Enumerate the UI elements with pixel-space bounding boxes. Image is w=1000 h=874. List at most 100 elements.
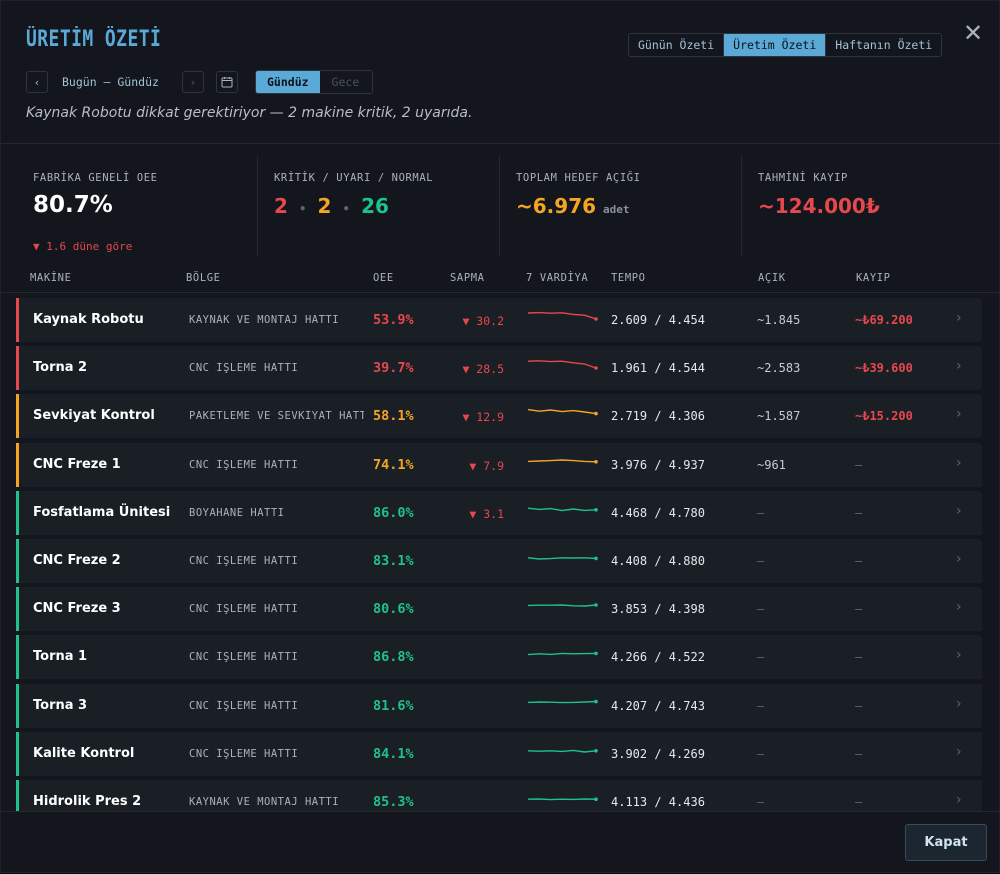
col-loss: KAYIP	[856, 272, 891, 284]
attention-summary: Kaynak Robotu dikkat gerektiriyor — 2 ma…	[26, 105, 473, 121]
trend-sparkline	[527, 556, 598, 561]
table-row[interactable]: Torna 2 CNC İŞLEME HATTI 39.7% ▼ 28.5 1.961 …	[16, 346, 982, 391]
table-row[interactable]: Fosfatlama Ünitesi BOYAHANE HATTI 86.0% ▼ 3…	[16, 490, 982, 535]
trend-line	[527, 409, 597, 415]
trend-last-point	[594, 366, 598, 370]
trend-line	[527, 360, 597, 369]
close-icon[interactable]: ✕	[962, 19, 984, 47]
date-label: Bugün — Gündüz	[62, 75, 159, 89]
machine-name: CNC Freze 2	[33, 553, 121, 568]
trend-line	[527, 604, 597, 607]
machine-list: Kaynak Robotu KAYNAK VE MONTAJ HATTI 53.9%…	[1, 293, 1000, 811]
chevron-right-icon[interactable]: ›	[956, 551, 962, 567]
machine-deviation: ▼ 3.1	[469, 506, 504, 521]
table-row[interactable]: Torna 1 CNC İŞLEME HATTI 86.8% 4.266 / 4.52…	[16, 635, 982, 680]
chevron-right-icon[interactable]: ›	[956, 743, 962, 760]
shift-day-button[interactable]: Gündüz	[256, 71, 320, 93]
chevron-right-icon[interactable]: ›	[956, 454, 962, 471]
machine-open: —	[757, 746, 765, 761]
kpi-gap-values: ~6.976 adet	[516, 194, 630, 218]
machine-name: Torna 3	[33, 697, 88, 713]
dot-separator: •	[342, 202, 351, 216]
close-button[interactable]: Kapat	[905, 824, 987, 861]
trend-sparkline	[527, 797, 598, 801]
machine-tempo: 1.961 / 4.544	[611, 361, 705, 376]
machine-region: BOYAHANE HATTI	[189, 506, 285, 519]
chevron-right-icon[interactable]: ›	[956, 358, 962, 375]
shift-night-button[interactable]: Gece	[331, 75, 360, 89]
tab-weekly-summary[interactable]: Haftanın Özeti	[835, 38, 933, 52]
trend-last-point	[594, 651, 598, 656]
machine-open: —	[757, 602, 765, 617]
calendar-icon[interactable]	[216, 71, 238, 93]
trend-sparkline	[527, 409, 598, 416]
table-row[interactable]: CNC Freze 2 CNC İŞLEME HATTI 83.1% 4.408 / …	[16, 539, 982, 583]
machine-open: ~2.583	[757, 361, 801, 376]
machine-open: —	[757, 795, 765, 809]
machine-region: CNC İŞLEME HATTI	[189, 603, 299, 616]
machine-name: Sevkiyat Kontrol	[33, 408, 155, 424]
status-indicator	[16, 635, 19, 680]
machine-region: CNC İŞLEME HATTI	[189, 362, 299, 375]
machine-loss: —	[855, 746, 863, 761]
table-row[interactable]: Kalite Kontrol CNC İŞLEME HATTI 84.1% 3.902…	[16, 731, 982, 776]
machine-tempo: 2.719 / 4.306	[611, 409, 705, 424]
chevron-right-icon[interactable]: ›	[956, 792, 962, 808]
warning-count: 2	[317, 194, 332, 218]
machine-deviation: ▼ 12.9	[462, 410, 504, 425]
chevron-right-icon[interactable]: ›	[182, 71, 204, 93]
machine-name: Kalite Kontrol	[33, 745, 135, 761]
machine-open: ~961	[757, 457, 786, 472]
chevron-right-icon[interactable]: ›	[956, 310, 962, 326]
machine-open: ~1.845	[757, 313, 801, 327]
trend-line	[527, 507, 597, 512]
chevron-right-icon[interactable]: ›	[956, 406, 962, 423]
machine-deviation: ▼ 7.9	[469, 458, 504, 473]
chevron-left-icon[interactable]: ‹	[26, 71, 48, 93]
machine-loss: ~₺15.200	[855, 409, 913, 424]
chevron-right-icon[interactable]: ›	[956, 647, 962, 664]
kpi-loss-label: TAHMİNİ KAYIP	[758, 172, 848, 184]
table-row[interactable]: Hidrolik Pres 2 KAYNAK VE MONTAJ HATTI 85.…	[16, 780, 982, 811]
modal-footer: Kapat	[1, 811, 1000, 874]
status-indicator	[16, 298, 19, 342]
divider	[499, 156, 500, 256]
machine-loss: —	[855, 554, 863, 568]
machine-region: CNC İŞLEME HATTI	[189, 747, 299, 760]
machine-oee: 86.8%	[373, 649, 414, 666]
status-indicator	[16, 539, 19, 583]
trend-last-point	[594, 507, 598, 512]
kpi-gap-label: TOPLAM HEDEF AÇIĞI	[516, 172, 641, 184]
divider	[741, 156, 742, 256]
table-row[interactable]: CNC Freze 1 CNC İŞLEME HATTI 74.1% ▼ 7.9 3.9…	[16, 442, 982, 487]
chevron-right-icon[interactable]: ›	[956, 599, 962, 616]
chevron-right-icon[interactable]: ›	[956, 695, 962, 712]
chevron-right-icon[interactable]: ›	[956, 502, 962, 519]
status-indicator	[16, 683, 19, 728]
machine-loss: ~₺39.600	[855, 361, 913, 376]
col-open: AÇIK	[758, 272, 786, 284]
trend-last-point	[594, 797, 598, 801]
trend-sparkline	[527, 458, 598, 464]
table-row[interactable]: Sevkiyat Kontrol PAKETLEME VE SEVKİYAT HA…	[16, 394, 982, 439]
table-row[interactable]: CNC Freze 3 CNC İŞLEME HATTI 80.6% 3.853 / …	[16, 587, 982, 632]
machine-region: CNC İŞLEME HATTI	[189, 651, 299, 664]
critical-count: 2	[274, 194, 288, 218]
machine-loss: ~₺69.200	[855, 313, 913, 327]
kpi-loss-value: ~124.000₺	[758, 194, 880, 218]
trend-sparkline	[527, 360, 598, 370]
machine-open: —	[757, 650, 765, 665]
col-deviation: SAPMA	[450, 272, 485, 284]
machine-region: CNC İŞLEME HATTI	[189, 555, 299, 567]
machine-tempo: 2.609 / 4.454	[611, 313, 705, 327]
status-indicator	[16, 731, 19, 776]
table-row[interactable]: Kaynak Robotu KAYNAK VE MONTAJ HATTI 53.9%…	[16, 298, 982, 342]
table-row[interactable]: Torna 3 CNC İŞLEME HATTI 81.6% 4.207 / 4.74…	[16, 683, 982, 728]
table-header: MAKİNE BÖLGE OEE SAPMA 7 VARDİYA TEMPO A…	[1, 265, 1000, 293]
date-navigator: ‹ Bugün — Gündüz ›	[26, 71, 238, 93]
tab-daily-summary[interactable]: Günün Özeti	[629, 34, 725, 56]
machine-region: KAYNAK VE MONTAJ HATTI	[189, 796, 340, 808]
dot-separator: •	[298, 202, 307, 216]
tab-production-summary[interactable]: Üretim Özeti	[724, 34, 827, 56]
modal-header: ÜRETİM ÖZETİ Günün Özeti Üretim Özeti Ha…	[1, 1, 1000, 144]
